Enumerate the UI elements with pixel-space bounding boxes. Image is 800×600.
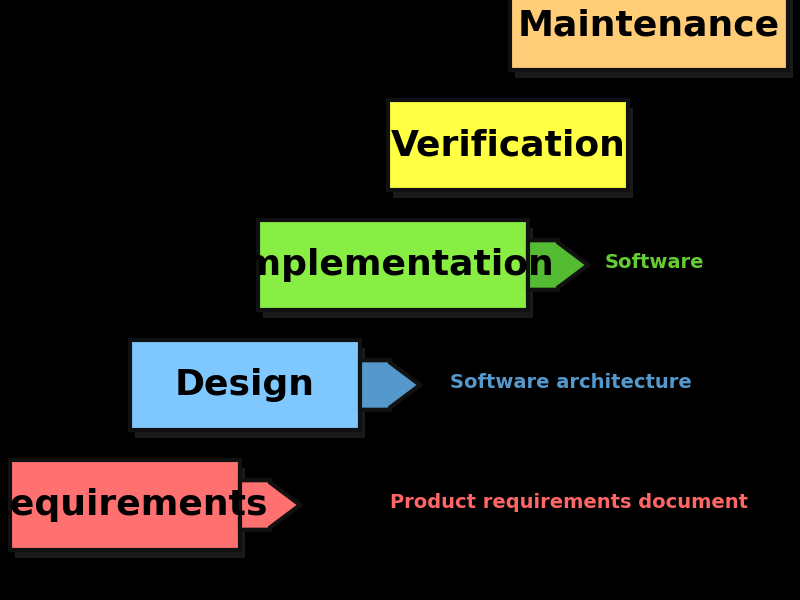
Bar: [515, 0, 793, 78]
Bar: [130, 340, 360, 430]
Bar: [393, 108, 633, 198]
Bar: [10, 460, 240, 550]
Text: Product requirements document: Product requirements document: [390, 493, 748, 511]
Bar: [15, 468, 245, 558]
Polygon shape: [360, 360, 420, 410]
Text: Software: Software: [605, 253, 705, 271]
Text: Software architecture: Software architecture: [450, 373, 692, 391]
Text: Maintenance: Maintenance: [518, 8, 780, 42]
Bar: [263, 228, 533, 318]
Text: Verification: Verification: [390, 128, 626, 162]
Bar: [135, 348, 365, 438]
Bar: [258, 220, 528, 310]
Polygon shape: [528, 240, 588, 290]
Text: Requirements: Requirements: [0, 488, 268, 522]
Polygon shape: [240, 480, 300, 530]
Bar: [388, 100, 628, 190]
Text: Design: Design: [175, 368, 315, 402]
Text: Implementation: Implementation: [231, 248, 555, 282]
Bar: [510, 0, 788, 70]
